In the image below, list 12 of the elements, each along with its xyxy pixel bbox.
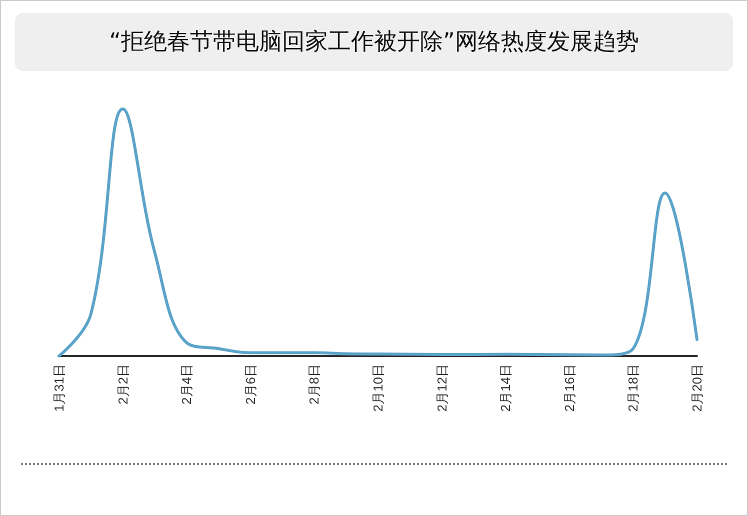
x-tick-label: 1月31日 — [52, 364, 66, 412]
x-tick-label: 2月4日 — [179, 364, 194, 404]
x-tick-label: 2月10日 — [370, 364, 386, 412]
x-tick-label: 2月16日 — [562, 364, 577, 412]
x-tick-label: 2月8日 — [306, 364, 322, 404]
x-tick-label: 2月14日 — [498, 364, 514, 412]
chart-title: “拒绝春节带电脑回家工作被开除”网络热度发展趋势 — [15, 13, 733, 71]
x-tick-label: 2月18日 — [626, 364, 641, 412]
x-tick-label: 2月6日 — [242, 364, 258, 404]
x-tick-label: 2月12日 — [434, 364, 450, 412]
x-tick-label: 2月20日 — [690, 364, 704, 412]
x-tick-label: 2月2日 — [115, 364, 130, 404]
